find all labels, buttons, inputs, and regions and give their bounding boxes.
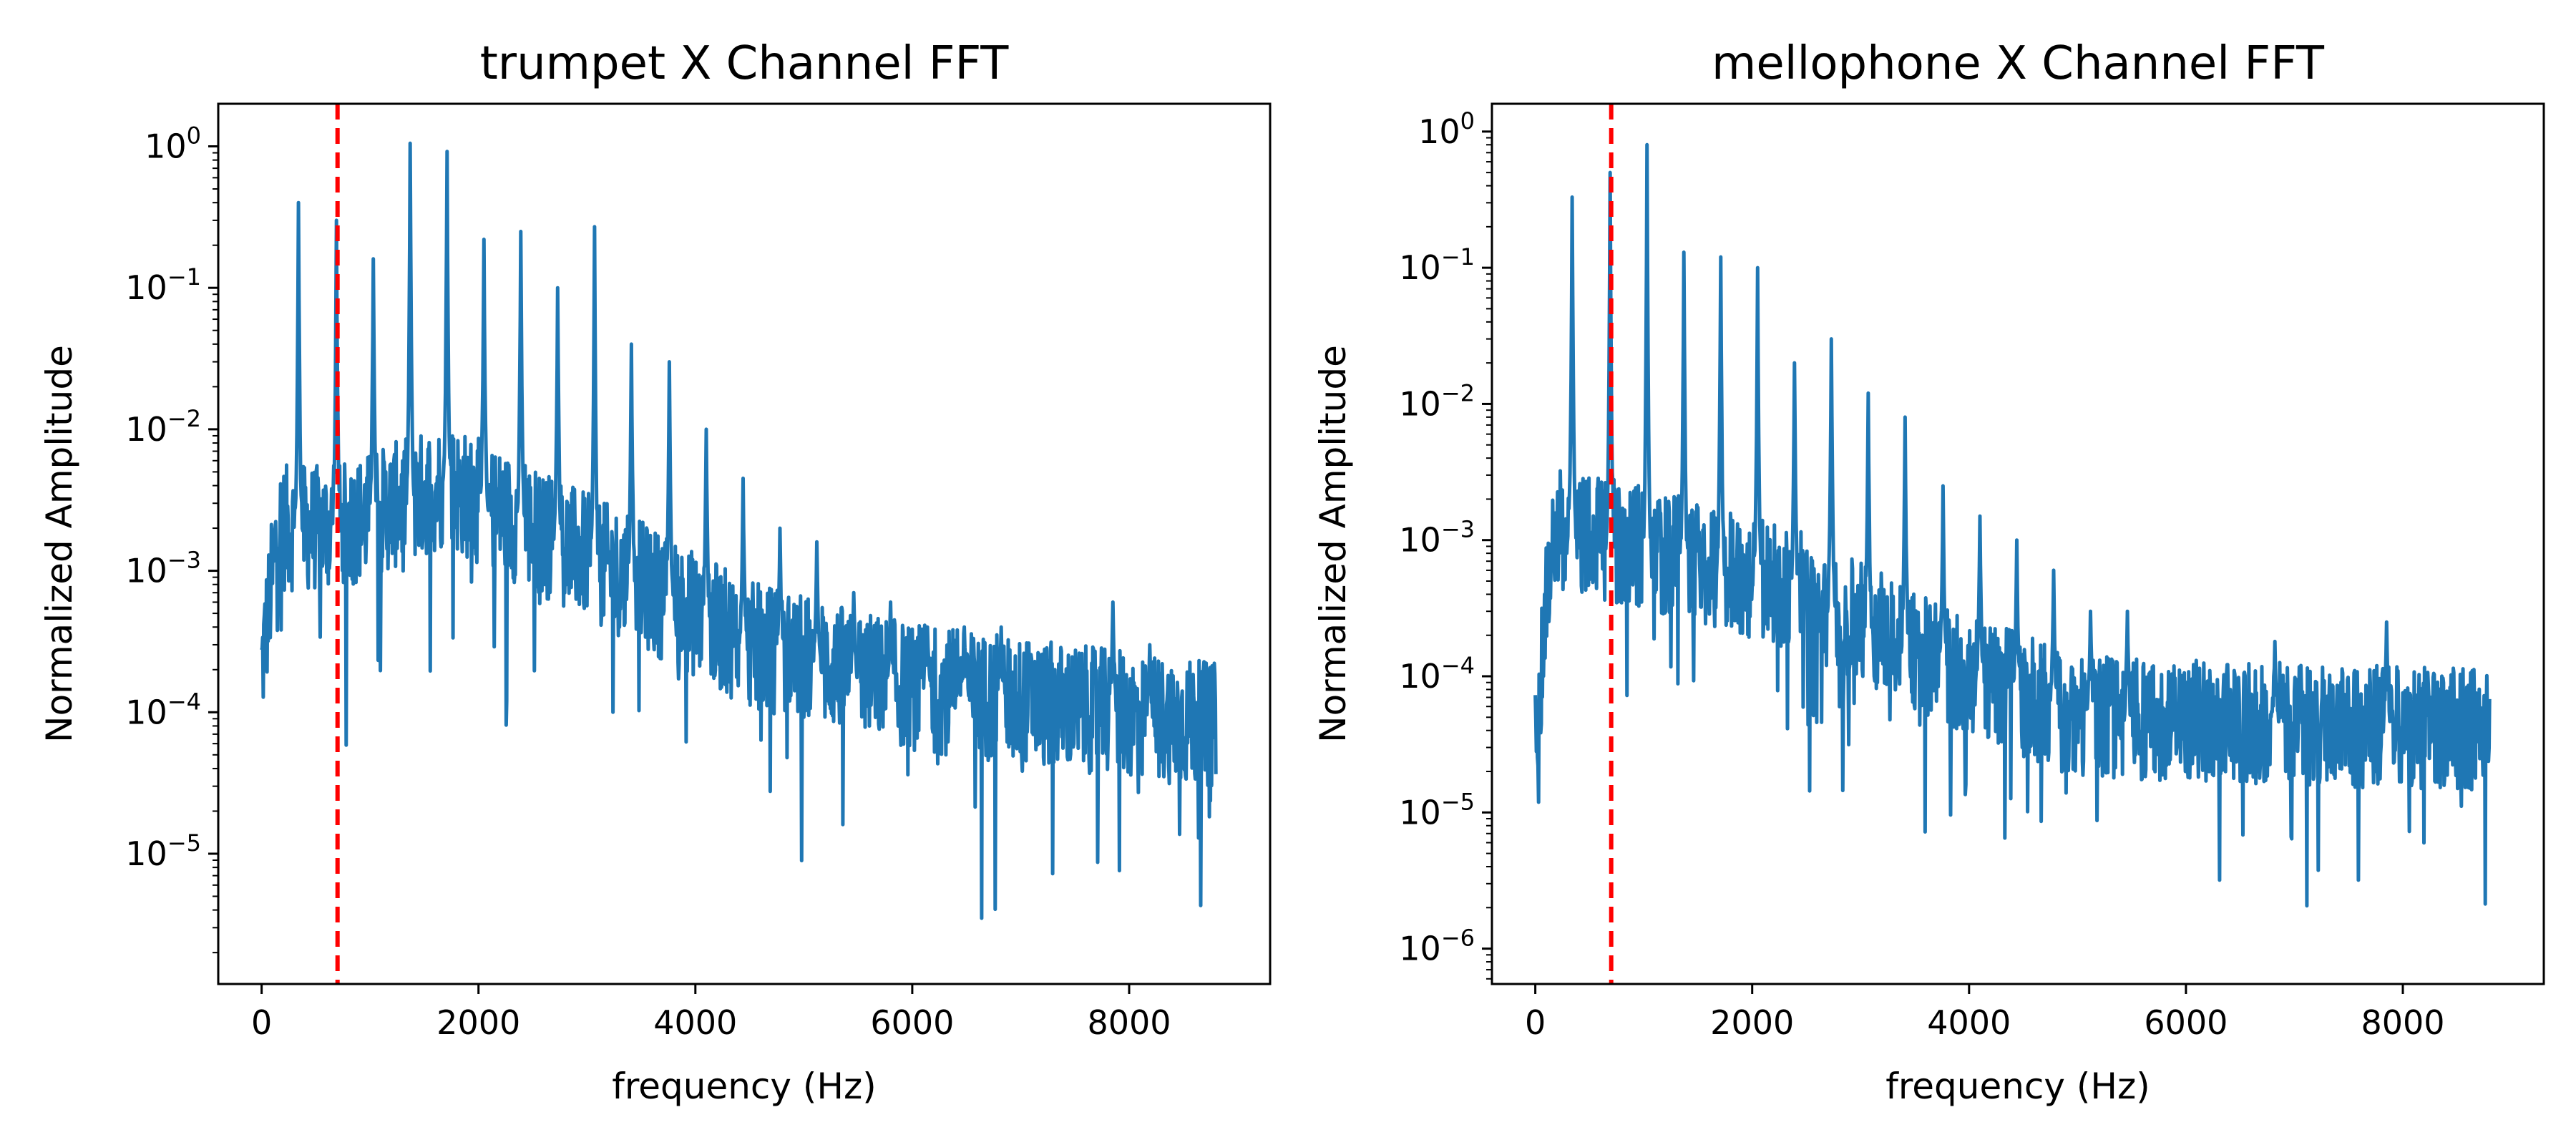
axes-frame: [1491, 102, 2545, 985]
y-tick-base: 10: [125, 268, 167, 307]
y-tick-base: 10: [1399, 384, 1441, 423]
x-tick-label: 8000: [1087, 1003, 1171, 1042]
y-tick-base: 10: [125, 693, 167, 731]
x-axis-label: frequency (Hz): [612, 1066, 877, 1107]
x-tick-label: 8000: [2361, 1003, 2444, 1042]
y-tick-base: 10: [1399, 657, 1441, 696]
y-tick-exponent: −4: [1441, 652, 1475, 679]
y-tick-base: 10: [145, 127, 187, 166]
y-tick-label: 10−6: [1399, 925, 1475, 968]
x-tick-label: 4000: [653, 1003, 737, 1042]
x-tick-label: 6000: [2144, 1003, 2228, 1042]
y-tick-exponent: −5: [1441, 788, 1475, 815]
y-tick-label: 100: [1418, 107, 1475, 151]
x-tick-label: 2000: [436, 1003, 520, 1042]
y-tick-exponent: −4: [167, 688, 201, 715]
plot-area: [1533, 104, 2492, 984]
y-tick-label: 10−5: [125, 829, 201, 873]
axes-frame: [217, 102, 1272, 985]
y-tick-exponent: −3: [167, 547, 201, 574]
y-tick-base: 10: [1399, 521, 1441, 560]
y-tick-base: 10: [125, 410, 167, 449]
y-tick-exponent: −1: [167, 263, 201, 291]
y-tick-label: 10−1: [1399, 243, 1475, 287]
x-tick-label: 0: [251, 1003, 272, 1042]
x-tick-label: 2000: [1710, 1003, 1794, 1042]
chart-trumpet: trumpet X Channel FFT 0 2000 4000 6000 8000 …: [39, 37, 1272, 1107]
y-tick-exponent: −6: [1441, 925, 1475, 952]
y-tick-label: 10−4: [1399, 652, 1475, 696]
y-tick-exponent: −5: [167, 829, 201, 857]
y-tick-label: 10−2: [125, 405, 201, 449]
x-axis: 0 2000 4000 6000 8000: [1525, 984, 2445, 1042]
y-tick-exponent: 0: [1460, 107, 1475, 135]
chart-mellophone: mellophone X Channel FFT 0 2000 4000 6000 80…: [1312, 37, 2545, 1107]
y-tick-exponent: −2: [167, 405, 201, 432]
x-tick-label: 0: [1525, 1003, 1546, 1042]
x-axis: 0 2000 4000 6000 8000: [251, 984, 1171, 1042]
y-tick-label: 10−5: [1399, 788, 1475, 832]
y-tick-base: 10: [125, 834, 167, 873]
series-line: [1533, 142, 2492, 908]
y-tick-base: 10: [125, 552, 167, 590]
y-tick-base: 10: [1399, 793, 1441, 832]
series-line: [260, 141, 1218, 920]
y-tick-exponent: −3: [1441, 516, 1475, 543]
x-tick-label: 4000: [1927, 1003, 2011, 1042]
y-axis-label: Normalized Amplitude: [39, 345, 80, 743]
y-tick-exponent: −1: [1441, 243, 1475, 271]
y-tick-label: 10−3: [125, 547, 201, 590]
x-axis-label: frequency (Hz): [1885, 1066, 2150, 1107]
y-tick-exponent: −2: [1441, 379, 1475, 406]
y-tick-base: 10: [1399, 930, 1441, 968]
y-tick-label: 100: [145, 122, 201, 166]
y-tick-label: 10−3: [1399, 516, 1475, 560]
y-tick-base: 10: [1418, 112, 1460, 151]
x-tick-label: 6000: [870, 1003, 954, 1042]
plot-area: [260, 104, 1218, 984]
y-tick-label: 10−1: [125, 263, 201, 307]
y-axis-label: Normalized Amplitude: [1312, 345, 1354, 743]
chart-title: mellophone X Channel FFT: [1712, 37, 2325, 90]
y-tick-label: 10−2: [1399, 379, 1475, 423]
chart-title: trumpet X Channel FFT: [480, 37, 1010, 90]
y-tick-base: 10: [1399, 248, 1441, 287]
y-tick-label: 10−4: [125, 688, 201, 731]
y-tick-exponent: 0: [187, 122, 201, 150]
